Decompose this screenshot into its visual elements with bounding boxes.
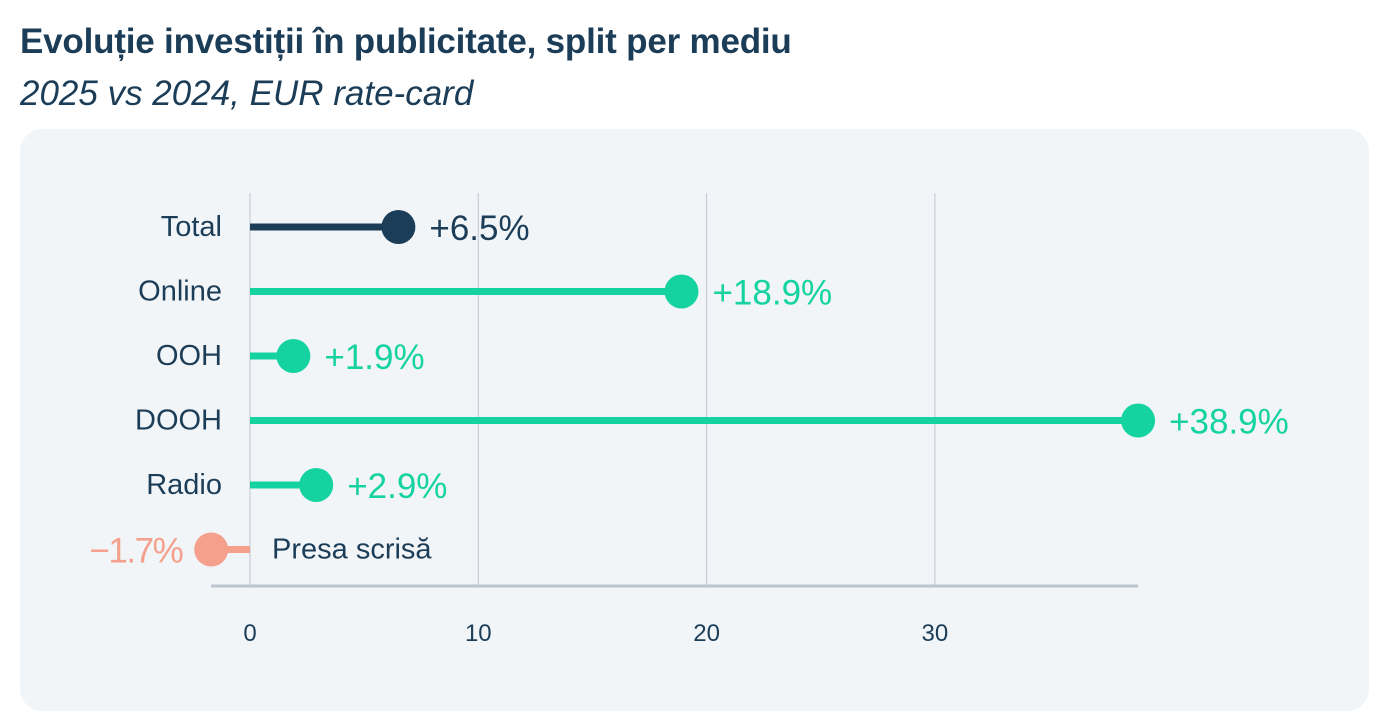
value-label: +6.5% bbox=[429, 209, 529, 248]
category-label: Total bbox=[161, 211, 222, 243]
value-label: +1.9% bbox=[324, 338, 424, 377]
category-label: DOOH bbox=[135, 405, 222, 437]
x-tick-label: 30 bbox=[922, 620, 949, 647]
chart-title: Evoluție investiții în publicitate, spli… bbox=[20, 22, 792, 61]
value-label: −1.7% bbox=[89, 532, 182, 571]
dot-total bbox=[381, 210, 416, 244]
row-dooh: DOOH +38.9% bbox=[135, 403, 1289, 442]
row-presa-scris-: Presa scrisă −1.7% bbox=[89, 532, 432, 571]
x-tick-label: 0 bbox=[243, 620, 256, 647]
value-label: +2.9% bbox=[347, 467, 447, 506]
dot-ooh bbox=[276, 339, 311, 373]
dot-dooh bbox=[1121, 403, 1156, 438]
row-radio: Radio +2.9% bbox=[146, 467, 447, 506]
row-total: Total +6.5% bbox=[161, 209, 530, 248]
category-label: OOH bbox=[156, 340, 222, 372]
value-label: +38.9% bbox=[1169, 403, 1289, 442]
row-online: Online +18.9% bbox=[138, 274, 832, 313]
dot-presa-scris- bbox=[194, 532, 229, 567]
dot-radio bbox=[299, 468, 334, 502]
row-ooh: OOH +1.9% bbox=[156, 338, 425, 377]
x-axis: 0 10 20 30 bbox=[211, 584, 1138, 647]
grid-lines bbox=[249, 193, 936, 586]
chart-subtitle: 2025 vs 2024, EUR rate-card bbox=[20, 74, 474, 113]
dot-online bbox=[664, 274, 699, 309]
category-label: Presa scrisă bbox=[272, 534, 432, 566]
category-label: Radio bbox=[146, 469, 222, 501]
value-label: +18.9% bbox=[712, 274, 832, 313]
x-tick-label: 10 bbox=[465, 620, 492, 647]
chart-marks: Total +6.5% Online +18.9% OOH +1.9% DOOH +38.9%… bbox=[89, 209, 1288, 571]
category-label: Online bbox=[138, 276, 222, 308]
x-tick-label: 20 bbox=[693, 620, 720, 647]
